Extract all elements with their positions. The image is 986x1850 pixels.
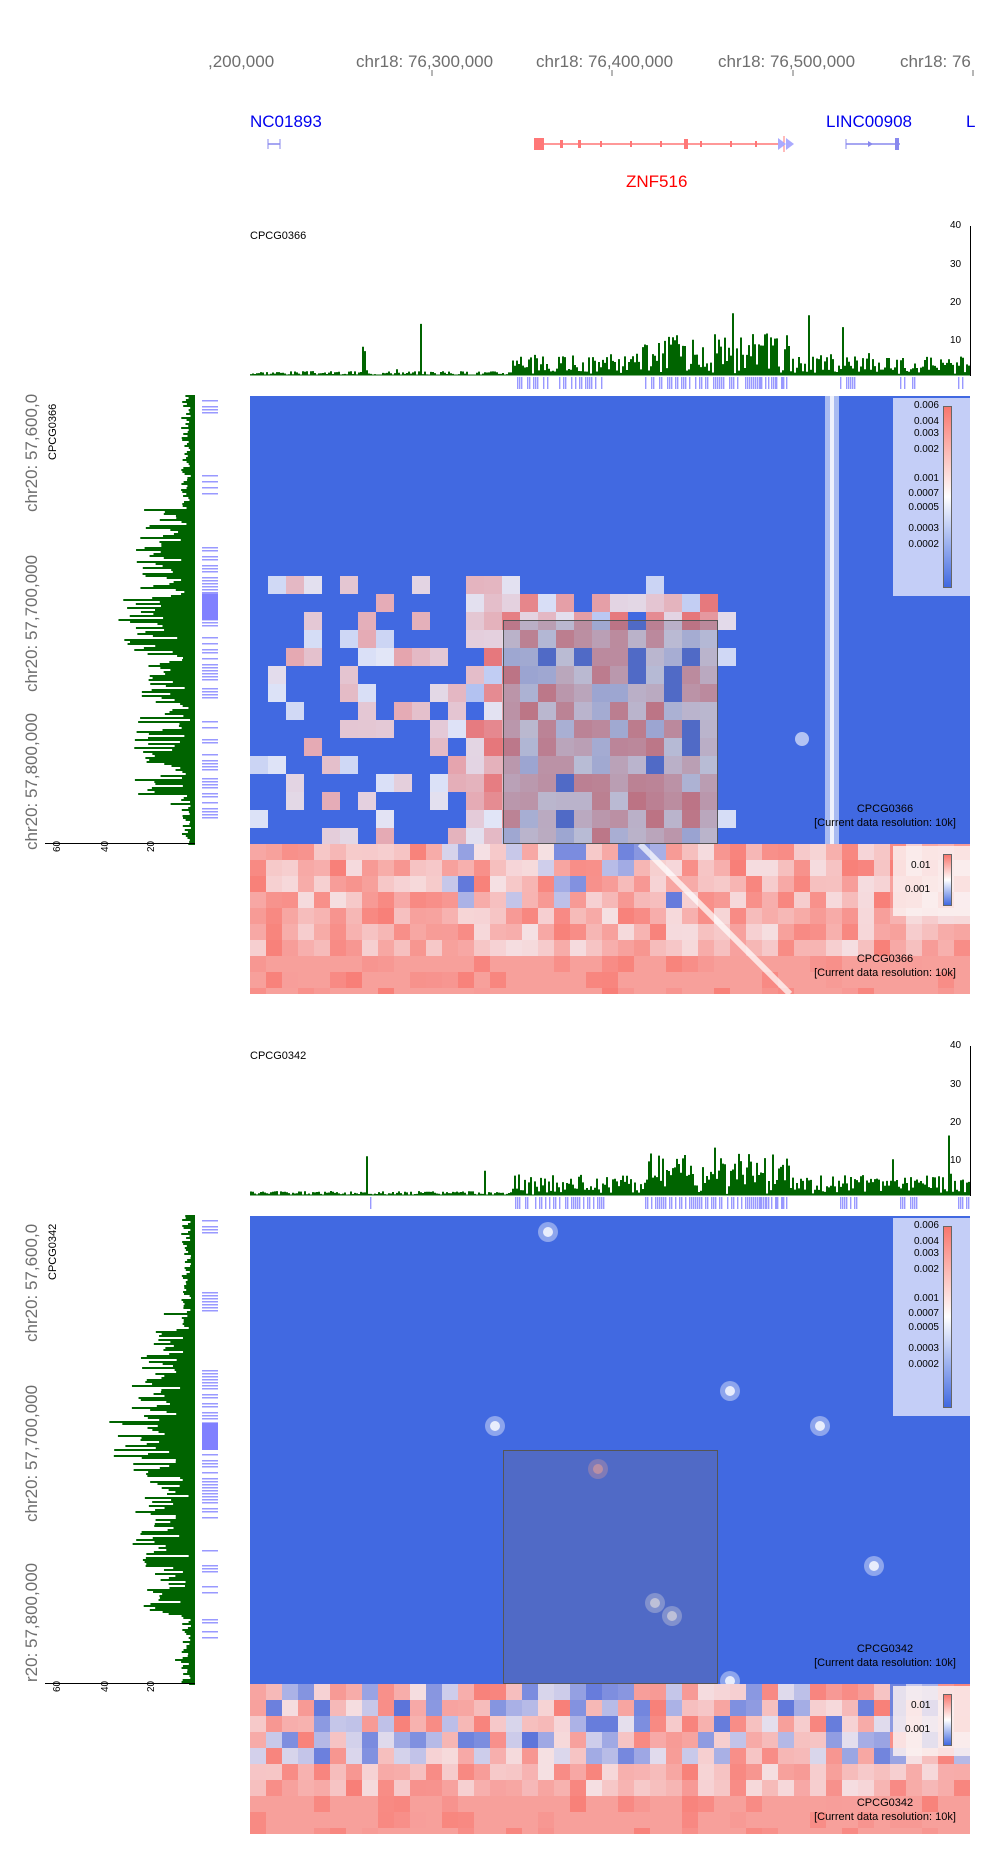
- coord-tick-label: chr18: 76,400,000: [536, 52, 674, 71]
- legend-tick: 0.003: [913, 428, 939, 439]
- signal-track-horizontal: [250, 1135, 970, 1196]
- resolution-text: [Current data resolution: 10k]: [814, 967, 956, 979]
- coord-tick-label: chr18: 76,300,000: [356, 52, 494, 71]
- selection-box[interactable]: [503, 1450, 718, 1684]
- legend-tick: 0.001: [913, 473, 939, 484]
- track-tick-label: 30: [950, 1079, 962, 1090]
- resolution-label: CPCG0366 [Current data resolution: 10k]: [800, 802, 970, 830]
- track-tick-label: 40: [950, 1040, 962, 1051]
- gene-label-znf516[interactable]: ZNF516: [626, 172, 688, 191]
- legend-tick: 0.0007: [908, 488, 939, 499]
- legend-tick: 0.0002: [908, 1359, 939, 1370]
- left-tick-label: 40: [100, 1680, 111, 1692]
- coord-tick-marks: [431, 70, 974, 76]
- legend-tick: 0.002: [913, 444, 939, 455]
- selection-box[interactable]: [503, 620, 718, 844]
- sample-label-vertical: CPCG0342: [47, 1223, 59, 1280]
- coord-tick-label: chr18: 76: [900, 52, 971, 71]
- left-coord-label: chr20: 57,800,000: [22, 712, 41, 850]
- legend-tick: 0.0003: [908, 523, 939, 534]
- gene-models: [267, 136, 900, 152]
- track-tick-label: 20: [950, 1117, 962, 1128]
- left-coord-label: chr20: 57,600,0: [22, 1223, 41, 1342]
- resolution-text: [Current data resolution: 10k]: [814, 1657, 956, 1669]
- gene-label-right-edge[interactable]: L: [966, 112, 976, 131]
- legend-tick: 0.006: [913, 1220, 939, 1231]
- legend-tick: 0.01: [911, 860, 931, 871]
- legend-tick: 0.001: [905, 884, 931, 895]
- resolution-text: [Current data resolution: 10k]: [814, 817, 956, 829]
- legend-tick: 0.003: [913, 1248, 939, 1259]
- signal-track-vertical: [118, 395, 195, 845]
- resolution-label: CPCG0342 [Current data resolution: 10k]: [800, 1642, 970, 1670]
- track-tick-label: 40: [950, 220, 962, 231]
- left-tick-label: 40: [100, 840, 111, 852]
- lower-resolution-label: CPCG0342 [Current data resolution: 10k]: [800, 1796, 970, 1824]
- left-axis-line: [45, 1683, 195, 1684]
- legend-tick: 0.0005: [908, 502, 939, 513]
- left-coord-label: chr20: 57,600,0: [22, 393, 41, 512]
- legend-tick: 0.006: [913, 400, 939, 411]
- coord-tick-label: chr18: 76,500,000: [718, 52, 856, 71]
- color-legend: 0.006 0.004 0.003 0.002 0.001 0.0007 0.0005 0.0…: [893, 1218, 970, 1416]
- legend-tick: 0.001: [905, 1724, 931, 1735]
- lower-resolution-label: CPCG0366 [Current data resolution: 10k]: [800, 952, 970, 980]
- peak-track: [517, 377, 964, 389]
- track-tick-label: 20: [950, 297, 962, 308]
- left-coord-label: chr20: 57,700,000: [22, 1384, 41, 1522]
- color-legend: 0.006 0.004 0.003 0.002 0.001 0.0007 0.0005 0.0…: [893, 398, 970, 596]
- lower-color-legend: 0.01 0.001: [893, 1686, 970, 1756]
- peak-track-vertical: [202, 1220, 218, 1639]
- sample-label: CPCG0366: [250, 230, 307, 242]
- lower-heatmap[interactable]: [250, 844, 970, 994]
- legend-tick: 0.004: [913, 1236, 939, 1247]
- signal-track-horizontal: [250, 313, 970, 376]
- lower-heatmap[interactable]: [250, 1684, 970, 1834]
- gene-label-left[interactable]: NC01893: [250, 112, 322, 131]
- resolution-sample: CPCG0366: [856, 803, 914, 815]
- resolution-text: [Current data resolution: 10k]: [814, 1811, 956, 1823]
- left-tick-label: 20: [146, 840, 157, 852]
- legend-tick: 0.0007: [908, 1308, 939, 1319]
- signal-track-vertical: [109, 1215, 195, 1685]
- legend-tick: 0.001: [913, 1293, 939, 1304]
- legend-tick: 0.004: [913, 416, 939, 427]
- track-tick-label: 30: [950, 259, 962, 270]
- legend-tick: 0.0003: [908, 1343, 939, 1354]
- left-coord-label: r20: 57,800,000: [22, 1562, 41, 1682]
- left-axis-line: [45, 843, 195, 844]
- track-tick-label: 10: [950, 335, 962, 346]
- left-coord-label: chr20: 57,700,000: [22, 554, 41, 692]
- coord-tick-label: ,200,000: [208, 52, 275, 71]
- gene-label-linc00908[interactable]: LINC00908: [826, 112, 913, 131]
- resolution-sample: CPCG0366: [856, 953, 914, 965]
- peak-track-vertical: [202, 400, 218, 819]
- left-tick-label: 60: [52, 1680, 63, 1692]
- peak-track: [370, 1197, 970, 1209]
- legend-tick: 0.0005: [908, 1322, 939, 1333]
- left-tick-label: 60: [52, 840, 63, 852]
- legend-tick: 0.01: [911, 1700, 931, 1711]
- resolution-sample: CPCG0342: [856, 1643, 914, 1655]
- legend-tick: 0.002: [913, 1264, 939, 1275]
- sample-label-vertical: CPCG0366: [47, 403, 59, 460]
- legend-tick: 0.0002: [908, 539, 939, 550]
- left-tick-label: 20: [146, 1680, 157, 1692]
- track-tick-label: 10: [950, 1155, 962, 1166]
- sample-label: CPCG0342: [250, 1050, 307, 1062]
- resolution-sample: CPCG0342: [856, 1797, 914, 1809]
- lower-color-legend: 0.01 0.001: [893, 846, 970, 916]
